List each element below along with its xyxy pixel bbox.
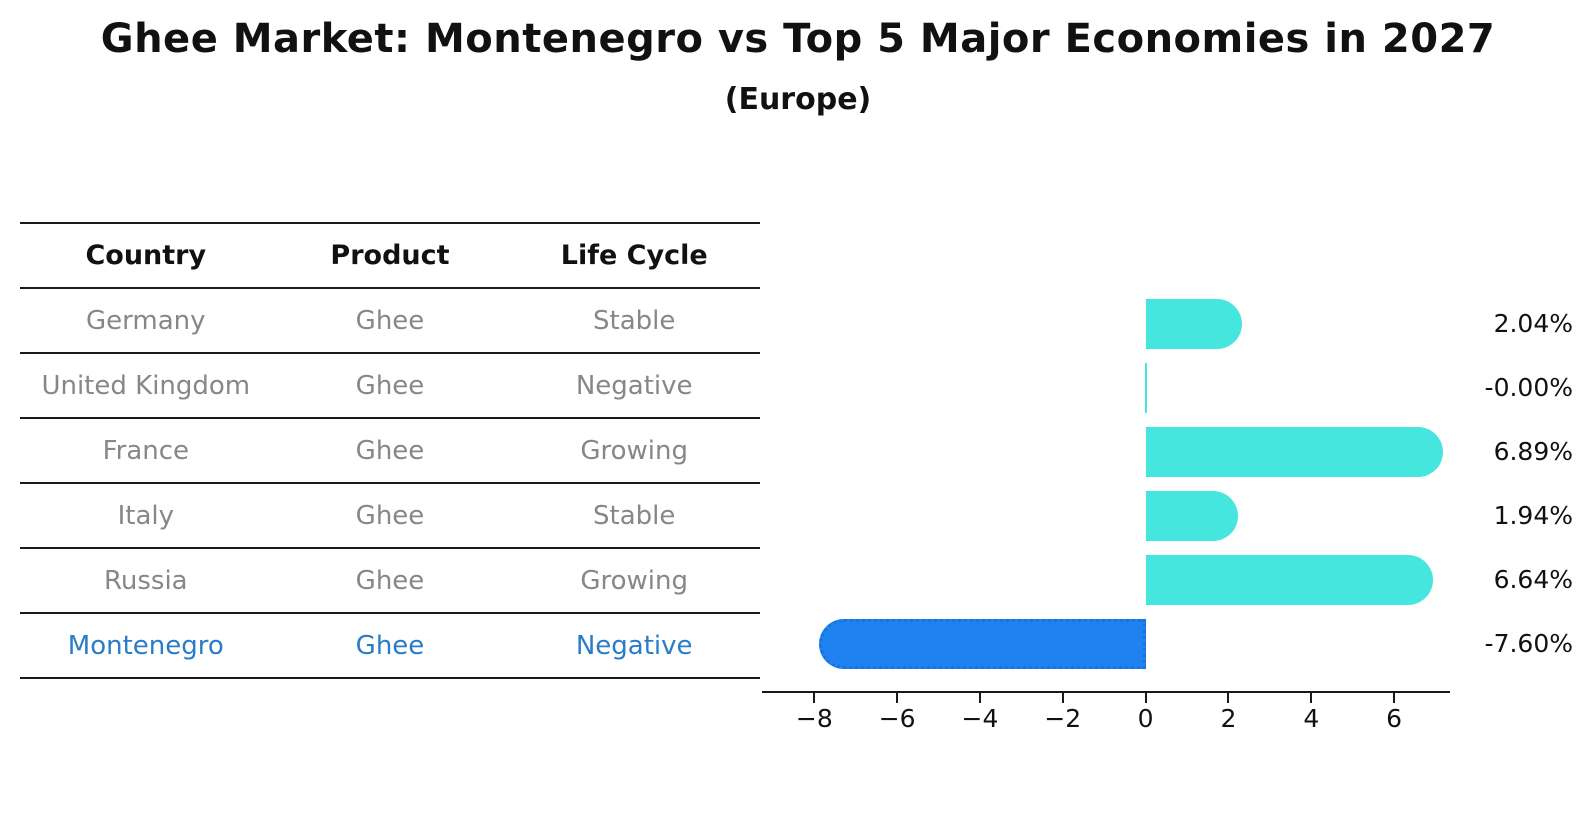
table-row-russia: Russia Ghee Growing <box>20 549 760 614</box>
value-label-montenegro: -7.60% <box>1484 629 1573 658</box>
table-row-germany: Germany Ghee Stable <box>20 289 760 354</box>
bar-germany <box>1145 299 1243 349</box>
x-tick-label--4: −4 <box>961 704 999 733</box>
table-row-italy: Italy Ghee Stable <box>20 484 760 549</box>
data-table: Country Product Life Cycle Germany Ghee Stab… <box>20 222 760 679</box>
table-row-france: France Ghee Growing <box>20 419 760 484</box>
table-header-life-cycle: Life Cycle <box>560 240 708 271</box>
table-header-country: Country <box>85 240 207 271</box>
cell-product: Ghee <box>355 305 425 336</box>
chart-subtitle: (Europe) <box>724 82 872 117</box>
x-tick-label--8: −8 <box>795 704 833 733</box>
bar-montenegro <box>818 619 1146 669</box>
x-tick-label-2: 2 <box>1220 704 1237 733</box>
table-header-product: Product <box>330 240 450 271</box>
value-label-united-kingdom: -0.00% <box>1484 373 1573 402</box>
x-tick--8 <box>813 693 816 703</box>
value-label-russia: 6.64% <box>1493 565 1573 594</box>
cell-life-cycle: Growing <box>580 435 689 466</box>
table-row-united-kingdom: United Kingdom Ghee Negative <box>20 354 760 419</box>
cell-product: Ghee <box>355 500 425 531</box>
x-tick-label--6: −6 <box>878 704 916 733</box>
cell-product: Ghee <box>355 435 425 466</box>
table-body: Germany Ghee Stable United Kingdom Ghee Negat… <box>20 289 760 679</box>
x-tick-label-4: 4 <box>1303 704 1320 733</box>
value-label-france: 6.89% <box>1493 437 1573 466</box>
bar-chart: 2.04% -0.00% 6.89% 1.94% 6.64% -7.60% −8 −6 −4 −2… <box>762 292 1595 752</box>
bar-france <box>1145 427 1443 477</box>
cell-country: France <box>102 435 190 466</box>
cell-product: Ghee <box>355 630 425 661</box>
cell-country: Italy <box>117 500 174 531</box>
table-row-montenegro: Montenegro Ghee Negative <box>20 614 760 679</box>
value-label-germany: 2.04% <box>1493 309 1573 338</box>
x-tick-label-6: 6 <box>1386 704 1403 733</box>
x-axis-line <box>762 691 1450 693</box>
x-tick--4 <box>978 693 981 703</box>
cell-country: Germany <box>86 305 206 336</box>
cell-country: Montenegro <box>67 630 224 661</box>
x-tick--6 <box>896 693 899 703</box>
cell-product: Ghee <box>355 565 425 596</box>
x-tick-0 <box>1144 693 1147 703</box>
x-tick--2 <box>1061 693 1064 703</box>
value-label-italy: 1.94% <box>1493 501 1573 530</box>
table-header-row: Country Product Life Cycle <box>20 224 760 289</box>
chart-title: Ghee Market: Montenegro vs Top 5 Major E… <box>100 16 1496 62</box>
cell-life-cycle: Negative <box>575 630 693 661</box>
bar-italy <box>1145 491 1238 541</box>
cell-life-cycle: Stable <box>593 305 676 336</box>
x-tick-label--2: −2 <box>1044 704 1082 733</box>
cell-product: Ghee <box>355 370 425 401</box>
x-tick-4 <box>1310 693 1313 703</box>
cell-country: Russia <box>103 565 188 596</box>
cell-life-cycle: Growing <box>580 565 689 596</box>
bar-united-kingdom <box>1144 363 1147 413</box>
x-tick-label-0: 0 <box>1137 704 1154 733</box>
x-tick-6 <box>1393 693 1396 703</box>
cell-country: United Kingdom <box>41 370 251 401</box>
cell-life-cycle: Stable <box>593 500 676 531</box>
cell-life-cycle: Negative <box>575 370 693 401</box>
bar-russia <box>1145 555 1433 605</box>
x-tick-2 <box>1227 693 1230 703</box>
